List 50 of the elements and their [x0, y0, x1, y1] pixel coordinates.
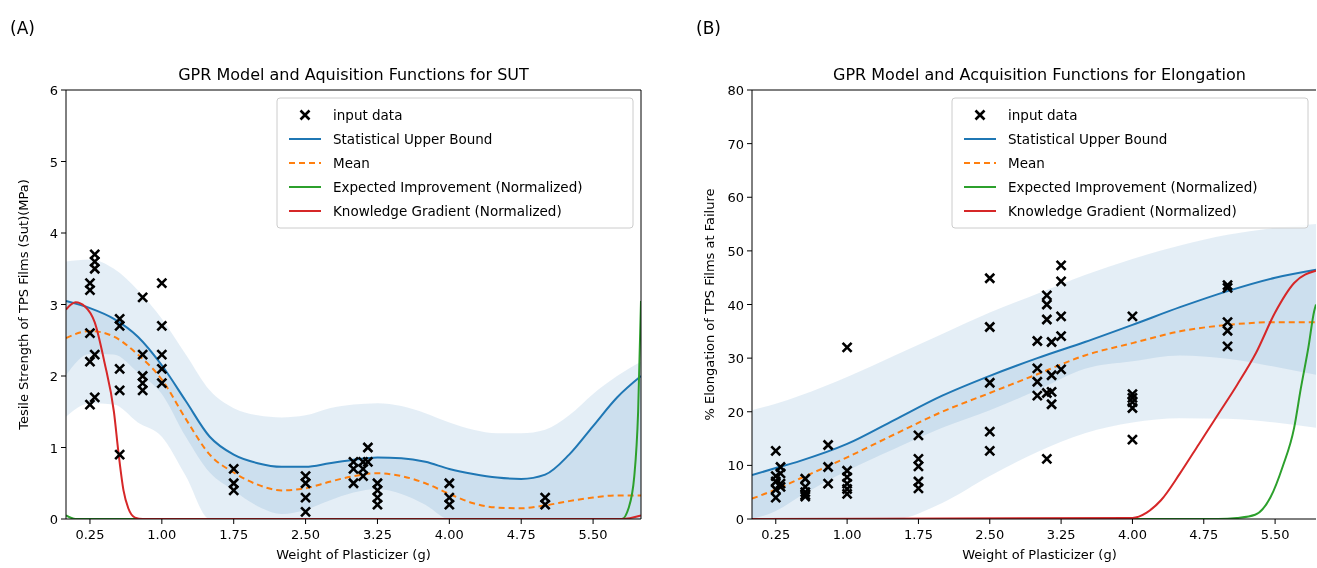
x-tick-label: 2.50 — [975, 527, 1005, 542]
x-tick-label: 0.25 — [75, 527, 105, 542]
x-tick-label: 1.00 — [832, 527, 862, 542]
x-tick-label: 4.00 — [1117, 527, 1147, 542]
y-tick-label: 50 — [727, 243, 744, 259]
y-tick-label: 0 — [735, 512, 744, 527]
chart-title: GPR Model and Aquisition Functions for SUT — [178, 65, 530, 84]
x-tick-label: 5.50 — [578, 527, 608, 542]
y-tick-label: 30 — [727, 351, 744, 367]
legend-label: Statistical Upper Bound — [1008, 131, 1168, 147]
x-axis-title: Weight of Plasticizer (g) — [276, 547, 431, 562]
x-tick-label: 1.00 — [147, 527, 177, 542]
y-tick-label: 0 — [49, 512, 58, 527]
x-tick-label: 3.25 — [1046, 527, 1076, 542]
y-tick-label: 2 — [49, 369, 58, 384]
x-tick-label: 0.25 — [761, 527, 791, 542]
y-axis-title: Tesile Strength of TPS Films (Sut)(MPa) — [16, 179, 31, 431]
y-tick-label: 6 — [49, 83, 58, 98]
legend-label: Expected Improvement (Normalized) — [333, 179, 583, 195]
x-tick-label: 1.75 — [219, 527, 249, 542]
legend-label: input data — [333, 107, 403, 123]
legend-label: Knowledge Gradient (Normalized) — [333, 203, 562, 219]
legend-label: Mean — [1008, 155, 1045, 171]
legend-label: Mean — [333, 155, 370, 171]
x-tick-label: 2.50 — [291, 527, 321, 542]
x-tick-label: 4.00 — [434, 527, 464, 542]
x-tick-label: 4.75 — [1189, 527, 1219, 542]
y-tick-label: 70 — [727, 136, 744, 152]
y-tick-label: 1 — [49, 440, 58, 456]
x-axis-title: Weight of Plasticizer (g) — [962, 547, 1117, 562]
x-tick-label: 3.25 — [362, 527, 392, 542]
legend-label: Expected Improvement (Normalized) — [1008, 179, 1258, 195]
x-tick-label: 5.50 — [1260, 527, 1290, 542]
y-tick-label: 80 — [727, 83, 744, 98]
y-tick-label: 40 — [727, 297, 744, 313]
y-tick-label: 4 — [49, 226, 58, 241]
x-tick-label: 4.75 — [506, 527, 536, 542]
text: (A) — [10, 18, 35, 38]
y-tick-label: 10 — [727, 458, 744, 474]
y-tick-label: 60 — [727, 190, 744, 206]
y-tick-label: 3 — [49, 297, 58, 313]
chart-title: GPR Model and Acquisition Functions for Elongation — [833, 65, 1246, 84]
y-tick-label: 20 — [727, 404, 744, 420]
x-tick-label: 1.75 — [903, 527, 933, 542]
text: (B) — [696, 18, 721, 38]
legend-label: Knowledge Gradient (Normalized) — [1008, 203, 1237, 219]
legend-label: Statistical Upper Bound — [333, 131, 493, 147]
y-axis-title: % Elongation of TPS Films at Failure — [702, 188, 717, 421]
y-tick-label: 5 — [49, 154, 58, 170]
legend-label: input data — [1008, 107, 1078, 123]
